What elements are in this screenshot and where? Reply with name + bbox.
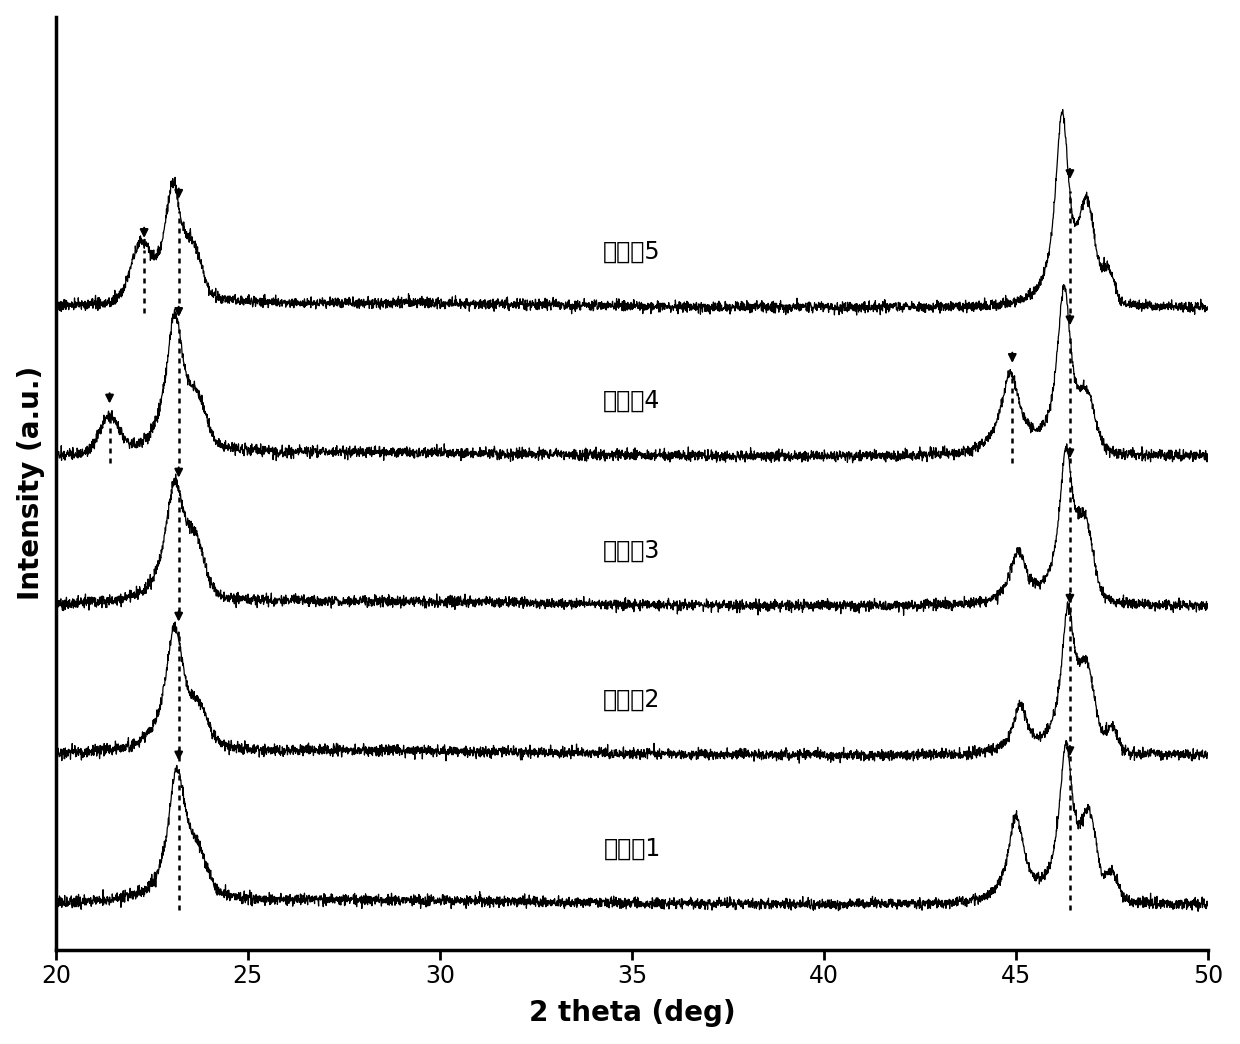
Text: 实施入4: 实施入4 <box>604 389 661 413</box>
Text: 实施入1: 实施入1 <box>604 837 661 861</box>
Text: 实施入5: 实施入5 <box>603 240 661 264</box>
Text: 实施入2: 实施入2 <box>604 688 661 712</box>
X-axis label: 2 theta (deg): 2 theta (deg) <box>528 999 735 1027</box>
Text: 实施入3: 实施入3 <box>604 539 661 563</box>
Y-axis label: Intensity (a.u.): Intensity (a.u.) <box>16 366 45 600</box>
